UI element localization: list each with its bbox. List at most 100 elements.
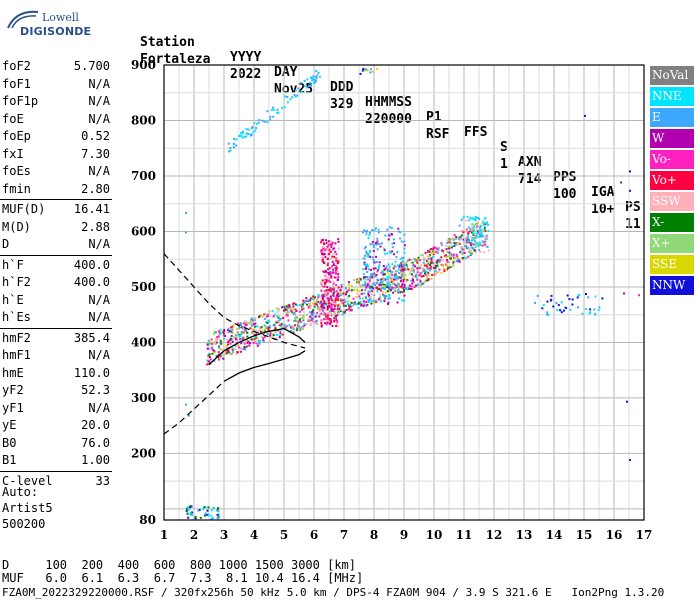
echo-point <box>297 320 300 323</box>
echo-point <box>324 294 327 297</box>
echo-point <box>555 302 558 304</box>
echo-point <box>391 250 394 253</box>
echo-point <box>292 328 295 331</box>
echo-point <box>357 307 360 310</box>
echo-point <box>219 340 222 343</box>
echo-point <box>345 309 348 311</box>
echo-point <box>320 259 323 262</box>
echo-point <box>326 258 329 260</box>
echo-point <box>428 257 431 260</box>
echo-point <box>368 286 371 289</box>
echo-point <box>329 251 332 253</box>
echo-point <box>367 290 370 293</box>
echo-point <box>420 254 423 257</box>
echo-point <box>333 255 336 258</box>
echo-point <box>271 108 273 111</box>
echo-point <box>348 306 351 309</box>
scaled-parameters-panel: foF2 5.700 foF1 N/A foF1p N/A foE N/A foEp 0.52 fx… <box>0 58 112 490</box>
echo-point <box>435 271 438 274</box>
echo-point <box>326 286 329 289</box>
echo-point <box>335 267 338 270</box>
y-tick-label: 500 <box>131 280 156 294</box>
echo-point <box>194 517 197 520</box>
echo-point <box>333 261 336 264</box>
echo-point <box>394 290 397 293</box>
echo-point <box>315 77 318 80</box>
echo-point <box>410 261 413 264</box>
echo-point <box>316 311 319 314</box>
echo-point <box>445 248 448 251</box>
param-label: foE <box>2 111 24 126</box>
echo-point <box>325 281 328 284</box>
echo-point <box>297 322 300 325</box>
echo-point <box>249 338 252 341</box>
echo-point <box>268 327 271 330</box>
x-tick-label: 9 <box>400 528 408 542</box>
echo-point <box>204 506 207 508</box>
echo-point <box>223 337 226 340</box>
echo-point <box>430 277 433 280</box>
echo-point <box>320 324 323 327</box>
echo-point <box>402 278 405 281</box>
echo-point <box>383 249 386 252</box>
echo-point <box>232 146 235 149</box>
echo-point <box>299 310 301 313</box>
echo-point <box>266 121 269 123</box>
echo-point <box>263 324 266 327</box>
echo-point <box>467 240 470 243</box>
echo-point <box>211 342 214 345</box>
echo-point <box>388 267 391 270</box>
echo-point <box>331 248 334 251</box>
echo-point <box>269 336 271 339</box>
echo-point <box>297 324 300 327</box>
echo-point <box>220 332 222 335</box>
echo-point <box>318 309 321 312</box>
echo-point <box>258 118 261 121</box>
echo-point <box>346 290 349 293</box>
echo-point <box>419 284 422 287</box>
echo-point <box>294 315 297 318</box>
echo-point <box>302 325 305 328</box>
echo-point <box>211 348 214 351</box>
echo-point <box>359 285 362 288</box>
echo-point <box>336 307 339 310</box>
echo-point <box>240 332 243 335</box>
echo-point <box>230 335 233 337</box>
echo-point <box>261 336 264 339</box>
echo-point <box>427 267 430 270</box>
echo-point <box>375 301 377 304</box>
echo-point <box>466 256 468 259</box>
echo-point <box>469 217 472 220</box>
echo-point <box>380 281 383 284</box>
echo-point <box>225 349 228 352</box>
echo-point <box>383 273 386 276</box>
echo-point <box>286 95 289 98</box>
echo-point <box>323 285 326 288</box>
echo-point <box>403 294 406 297</box>
echo-point <box>302 317 305 320</box>
echo-point <box>431 261 433 264</box>
echo-point <box>254 319 257 321</box>
echo-point <box>361 69 364 72</box>
header-label-station: Station <box>140 35 195 50</box>
echo-point <box>407 286 410 289</box>
echo-point <box>218 338 221 341</box>
echo-point <box>257 340 260 342</box>
param-row: foF1p N/A <box>0 93 112 111</box>
echo-point <box>271 310 274 313</box>
echo-point <box>328 249 331 252</box>
echo-point <box>254 325 257 328</box>
echo-point <box>360 303 363 306</box>
echo-point <box>457 237 460 240</box>
echo-point <box>315 301 318 303</box>
echo-point <box>222 353 225 356</box>
echo-point <box>367 294 370 297</box>
echo-point <box>362 67 365 70</box>
param-label: h`F2 <box>2 275 31 289</box>
echo-point <box>208 342 211 345</box>
echo-point <box>403 299 406 302</box>
echo-point <box>397 285 400 288</box>
echo-point <box>546 300 549 303</box>
echo-point <box>395 277 398 280</box>
param-row: B1 1.00 <box>0 452 112 470</box>
